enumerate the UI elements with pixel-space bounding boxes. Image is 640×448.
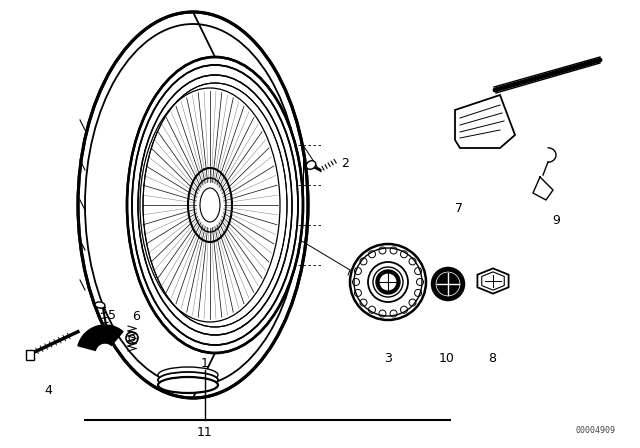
Text: 8: 8 xyxy=(488,352,496,365)
Ellipse shape xyxy=(158,367,218,383)
Text: 5: 5 xyxy=(108,309,116,322)
Ellipse shape xyxy=(306,161,316,169)
Ellipse shape xyxy=(143,83,287,327)
Ellipse shape xyxy=(188,168,232,242)
Ellipse shape xyxy=(127,57,303,353)
Text: 7: 7 xyxy=(455,202,463,215)
Polygon shape xyxy=(26,350,34,360)
Text: 2: 2 xyxy=(341,156,349,169)
Ellipse shape xyxy=(432,268,464,300)
Ellipse shape xyxy=(95,302,105,308)
Ellipse shape xyxy=(158,377,218,393)
Ellipse shape xyxy=(435,271,461,297)
Text: 1: 1 xyxy=(201,357,209,370)
Ellipse shape xyxy=(376,270,400,294)
Text: 9: 9 xyxy=(552,214,560,227)
Ellipse shape xyxy=(368,262,408,302)
Text: 10: 10 xyxy=(439,352,455,365)
Ellipse shape xyxy=(437,273,459,295)
Text: 6: 6 xyxy=(132,310,140,323)
Ellipse shape xyxy=(158,372,218,388)
Ellipse shape xyxy=(350,244,426,320)
Text: 3: 3 xyxy=(384,352,392,365)
Text: 00004909: 00004909 xyxy=(575,426,615,435)
Text: 11: 11 xyxy=(197,426,213,439)
Polygon shape xyxy=(455,95,515,148)
Polygon shape xyxy=(482,272,504,290)
Polygon shape xyxy=(477,268,509,293)
Ellipse shape xyxy=(126,332,138,344)
Ellipse shape xyxy=(78,12,308,398)
Ellipse shape xyxy=(138,75,292,335)
Ellipse shape xyxy=(379,273,397,291)
Ellipse shape xyxy=(132,65,298,345)
Text: 4: 4 xyxy=(44,383,52,396)
Wedge shape xyxy=(78,325,123,350)
